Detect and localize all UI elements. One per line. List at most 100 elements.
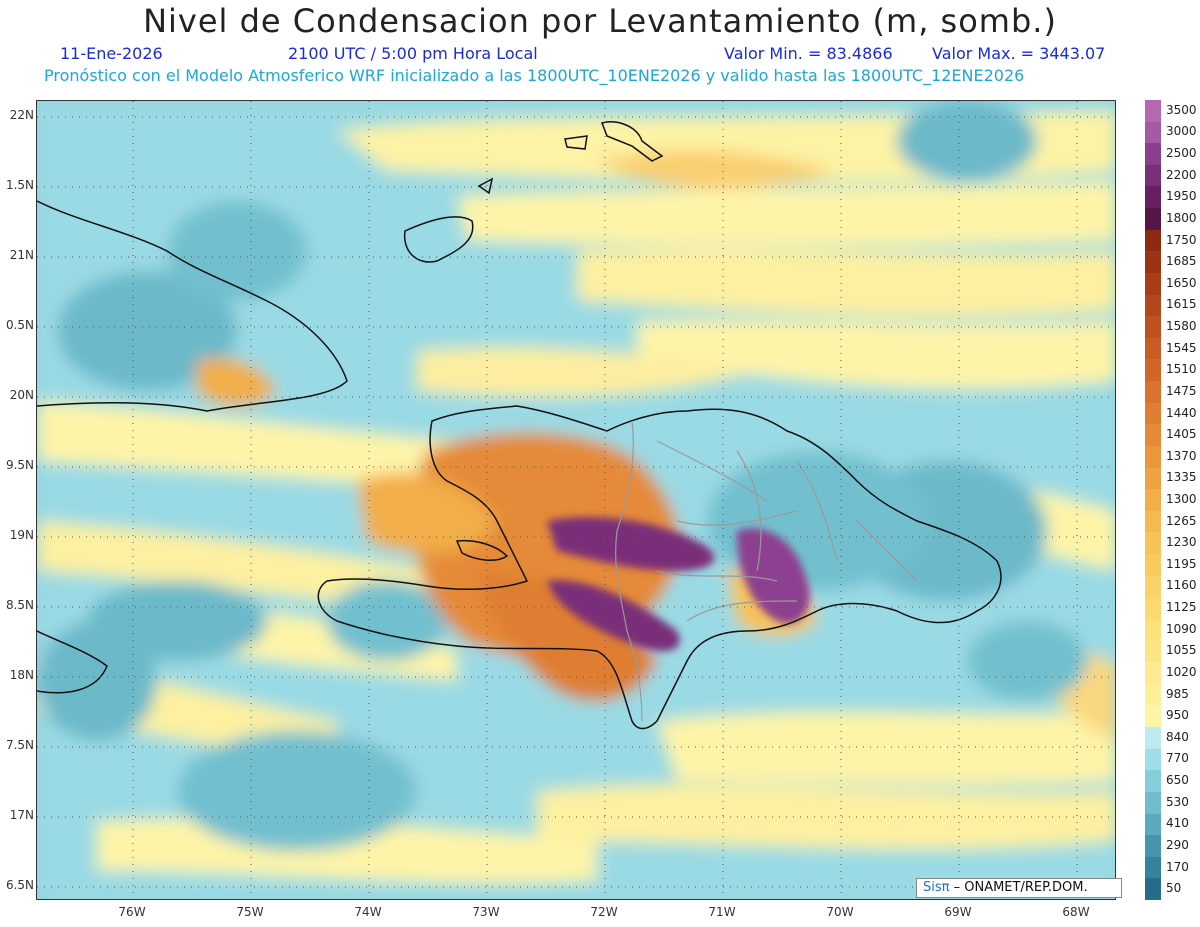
credit-text: – ONAMET/REP.DOM.	[953, 880, 1088, 895]
colorbar-swatch	[1145, 813, 1161, 836]
colorbar-label: 3500	[1166, 102, 1197, 117]
lat-label: 9.5N	[5, 458, 34, 472]
colorbar-swatch	[1145, 316, 1161, 339]
colorbar-swatch	[1145, 294, 1161, 317]
colorbar-label: 1475	[1166, 383, 1197, 398]
colorbar-swatch	[1145, 445, 1161, 468]
lat-label: 22N	[9, 108, 34, 122]
lat-label: 6.5N	[5, 878, 34, 892]
lon-label: 74W	[354, 905, 382, 919]
colorbar-label: 290	[1166, 837, 1189, 852]
colorbar-label: 1510	[1166, 362, 1197, 377]
colorbar-swatch	[1145, 835, 1161, 858]
colorbar-label: 530	[1166, 794, 1189, 809]
lat-label: 18N	[9, 668, 34, 682]
colorbar-swatch	[1145, 575, 1161, 598]
colorbar-label: 1265	[1166, 513, 1197, 528]
colorbar-label: 770	[1166, 751, 1189, 766]
colorbar-label: 985	[1166, 686, 1189, 701]
lon-label: 71W	[708, 905, 736, 919]
colorbar-label: 1545	[1166, 340, 1197, 355]
model-info-line: Pronóstico con el Modelo Atmosferico WRF…	[44, 66, 1025, 85]
colorbar-label: 1195	[1166, 556, 1197, 571]
lon-label: 70W	[826, 905, 854, 919]
colorbar-swatch	[1145, 164, 1161, 187]
lat-label: 0.5N	[5, 318, 34, 332]
lat-label: 20N	[9, 388, 34, 402]
colorbar-label: 2200	[1166, 167, 1197, 182]
colorbar-label: 840	[1166, 729, 1189, 744]
lon-label: 76W	[118, 905, 146, 919]
colorbar-swatch	[1145, 467, 1161, 490]
colorbar-label: 1020	[1166, 664, 1197, 679]
lat-label: 19N	[9, 528, 34, 542]
colorbar-label: 410	[1166, 816, 1189, 831]
colorbar-swatch	[1145, 121, 1161, 144]
colorbar-label: 3000	[1166, 124, 1197, 139]
colorbar-label: 1160	[1166, 578, 1197, 593]
map-title: Nivel de Condensacion por Levantamiento …	[143, 2, 1057, 40]
colorbar-swatch	[1145, 683, 1161, 706]
colorbar-swatch	[1145, 727, 1161, 750]
colorbar-swatch	[1145, 100, 1161, 122]
colorbar-swatch	[1145, 532, 1161, 555]
colorbar-swatch	[1145, 337, 1161, 360]
colorbar-swatch	[1145, 770, 1161, 793]
colorbar-swatch	[1145, 424, 1161, 447]
colorbar-label: 1090	[1166, 621, 1197, 636]
lon-label: 73W	[472, 905, 500, 919]
colorbar-swatch	[1145, 402, 1161, 425]
colorbar-swatch	[1145, 791, 1161, 814]
credit-logo: Sisπ	[923, 880, 950, 895]
colorbar-label: 1055	[1166, 643, 1197, 658]
colorbar-swatch	[1145, 251, 1161, 274]
colorbar-swatch	[1145, 272, 1161, 295]
lon-label: 69W	[944, 905, 972, 919]
lon-label: 72W	[590, 905, 618, 919]
credit-box: Sisπ – ONAMET/REP.DOM.	[916, 878, 1122, 898]
colorbar-swatch	[1145, 186, 1161, 209]
colorbar-label: 1300	[1166, 492, 1197, 506]
colorbar-swatch	[1145, 662, 1161, 685]
colorbar-swatch	[1145, 143, 1161, 166]
lat-label: 8.5N	[5, 598, 34, 612]
colorbar-label: 1800	[1166, 210, 1197, 225]
colorbar-swatch	[1145, 640, 1161, 663]
colorbar-swatch	[1145, 359, 1161, 382]
lon-label: 68W	[1062, 905, 1090, 919]
colorbar-swatch	[1145, 381, 1161, 404]
colorbar-swatch	[1145, 705, 1161, 728]
colorbar-label: 50	[1166, 881, 1182, 896]
colorbar-label: 2500	[1166, 146, 1197, 161]
forecast-map	[36, 100, 1116, 900]
colorbar-label: 1685	[1166, 254, 1197, 269]
colorbar-swatch	[1145, 554, 1161, 577]
colorbar-label: 650	[1166, 773, 1189, 788]
colorbar-label: 1750	[1166, 232, 1197, 247]
colorbar-swatch	[1145, 208, 1161, 231]
lat-label: 7.5N	[5, 738, 34, 752]
max-value-label: Valor Max. = 3443.07	[932, 44, 1106, 63]
date-label: 11-Ene-2026	[60, 44, 163, 63]
colorbar-swatch	[1145, 510, 1161, 533]
colorbar-label: 1370	[1166, 448, 1197, 463]
lon-label: 75W	[236, 905, 264, 919]
time-label: 2100 UTC / 5:00 pm Hora Local	[288, 44, 538, 63]
colorbar-swatch	[1145, 878, 1161, 901]
lat-label: 1.5N	[5, 178, 34, 192]
colorbar-swatch	[1145, 856, 1161, 879]
colorbar-label: 1230	[1166, 535, 1197, 550]
colorbar-swatch	[1145, 229, 1161, 252]
min-value-label: Valor Min. = 83.4866	[724, 44, 893, 63]
colorbar-swatch	[1145, 597, 1161, 620]
colorbar-label: 1405	[1166, 427, 1197, 442]
colorbar-label: 1580	[1166, 319, 1197, 334]
colorbar-label: 950	[1166, 708, 1189, 723]
colorbar-label: 1615	[1166, 297, 1197, 312]
colorbar-label: 1125	[1166, 600, 1197, 615]
colorbar-swatch	[1145, 489, 1161, 512]
lat-label: 21N	[9, 248, 34, 262]
colorbar-label: 1335	[1166, 470, 1197, 485]
colorbar-label: 1440	[1166, 405, 1197, 420]
colorbar-label: 1650	[1166, 275, 1197, 290]
